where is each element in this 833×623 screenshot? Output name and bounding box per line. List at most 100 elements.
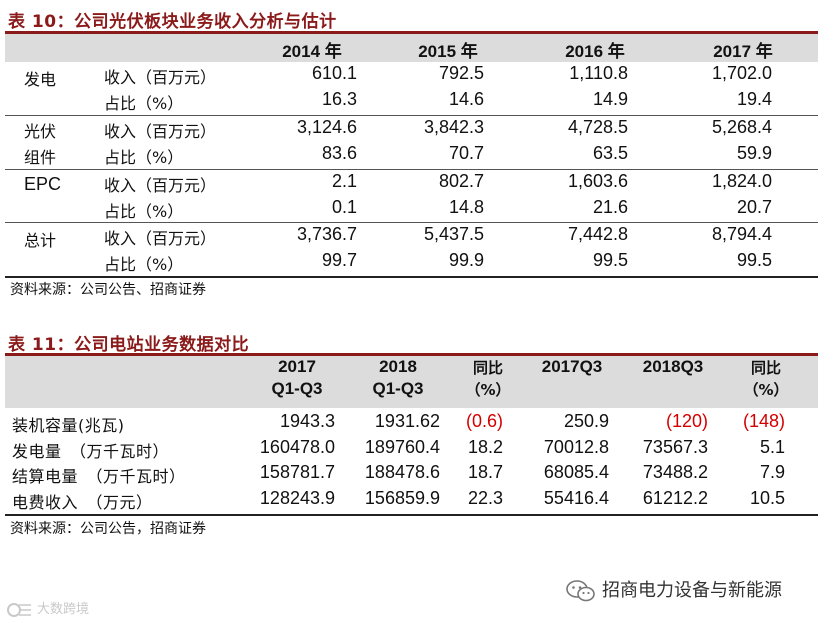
table10-row-label: 收入（百万元） — [104, 122, 217, 141]
table10-value-cell: 3,842.3 — [423, 117, 484, 137]
table10-value-cell: 99.9 — [448, 250, 484, 270]
table11-value-cell: 5.1 — [759, 437, 785, 457]
table10-value-cell: 99.5 — [592, 250, 628, 270]
table11-value-cell: (148) — [742, 411, 785, 431]
table10-bottom-rule — [5, 276, 818, 278]
bottom-left-watermark-text: 大数跨境 — [37, 602, 90, 617]
table11-source: 资料来源：公司公告，招商证券 — [10, 521, 206, 537]
table10-value-cell: 0.1 — [331, 197, 357, 217]
table11-column-header: 2018Q3 — [642, 357, 704, 376]
table10-title-rule — [5, 31, 818, 34]
table10-title: 表 10：公司光伏板块业务收入分析与估计 — [8, 12, 337, 32]
table10-value-cell: 16.3 — [321, 89, 357, 109]
table11-value-cell: 1943.3 — [279, 411, 335, 431]
table11-column-header: Q1-Q3 — [271, 379, 323, 398]
table10-header-row: 2014 年 2015 年 2016 年 2017 年 — [5, 34, 818, 62]
table10-value-cell: 5,437.5 — [423, 224, 484, 244]
table10-row-label: 收入（百万元） — [104, 229, 217, 248]
table10-source: 资料来源：公司公告、招商证券 — [10, 282, 206, 298]
table10-row-label: 收入（百万元） — [104, 68, 217, 87]
table11-value-cell: 160478.0 — [259, 437, 335, 457]
table11-column-header: （%） — [465, 381, 511, 399]
table10-row-label: 占比（%） — [104, 148, 184, 167]
table10-value-cell: 63.5 — [592, 143, 628, 163]
table10-row-label: 占比（%） — [104, 202, 184, 221]
table11-title: 表 11：公司电站业务数据对比 — [8, 335, 250, 355]
table10-value-cell: 99.5 — [736, 250, 772, 270]
table11-row-label: 结算电量 （万千瓦时） — [12, 467, 186, 486]
table10-value-cell: 3,124.6 — [296, 117, 357, 137]
table10-value-cell: 7,442.8 — [567, 224, 628, 244]
table10-group-name: EPC — [24, 174, 62, 194]
table10-value-cell: 3,736.7 — [296, 224, 357, 244]
table10-value-cell: 5,268.4 — [711, 117, 772, 137]
table10-value-cell: 1,110.8 — [569, 63, 628, 83]
table10-group-divider — [5, 222, 818, 223]
table10-value-cell: 14.6 — [448, 89, 484, 109]
table10-group-divider — [5, 115, 818, 116]
table10-value-cell: 99.7 — [321, 250, 357, 270]
table10-year-header: 2014 年 — [282, 42, 342, 61]
table11-row-label: 装机容量(兆瓦) — [12, 416, 125, 435]
table10-value-cell: 1,702.0 — [711, 63, 772, 83]
table11-column-header: 2018 — [379, 357, 417, 376]
table11-value-cell: 70012.8 — [543, 437, 609, 457]
table10-year-header: 2016 年 — [565, 42, 625, 61]
wechat-watermark-text: 招商电力设备与新能源 — [602, 580, 782, 601]
table11-value-cell: 188478.6 — [364, 462, 440, 482]
table11-bottom-rule — [5, 514, 818, 516]
table11-value-cell: 128243.9 — [259, 488, 335, 508]
table11-value-cell: 73488.2 — [642, 462, 708, 482]
table11-value-cell: 156859.9 — [364, 488, 440, 508]
table11-title-rule — [5, 353, 818, 356]
table11-value-cell: 158781.7 — [259, 462, 335, 482]
table10-value-cell: 1,824.0 — [711, 171, 772, 191]
table11-value-cell: 55416.4 — [543, 488, 609, 508]
table11-value-cell: 18.7 — [467, 462, 503, 482]
table11-column-header: Q1-Q3 — [372, 379, 424, 398]
table11-value-cell: 1931.62 — [374, 411, 440, 431]
table11-value-cell: 189760.4 — [364, 437, 440, 457]
table10-value-cell: 14.8 — [448, 197, 484, 217]
table11-value-cell: 61212.2 — [642, 488, 708, 508]
table11-column-header: 同比 — [750, 359, 781, 377]
table10-value-cell: 792.5 — [438, 63, 484, 83]
table10-row-label: 占比（%） — [104, 94, 184, 113]
table10-value-cell: 14.9 — [592, 89, 628, 109]
table10-value-cell: 19.4 — [736, 89, 772, 109]
table10-value-cell: 802.7 — [438, 171, 484, 191]
table11-value-cell: (0.6) — [465, 411, 503, 431]
table11-row-label: 发电量 （万千瓦时） — [12, 442, 170, 461]
table11-column-header: （%） — [743, 381, 789, 399]
table10-year-header: 2017 年 — [713, 42, 773, 61]
table10-row-label: 占比（%） — [104, 255, 184, 274]
table11-row-label: 电费收入 （万元） — [12, 493, 153, 512]
table11-value-cell: 18.2 — [467, 437, 503, 457]
table11-value-cell: 68085.4 — [543, 462, 609, 482]
table10-value-cell: 1,603.6 — [567, 171, 628, 191]
brand-logo-icon — [7, 602, 31, 617]
table11-value-cell: 250.9 — [563, 411, 609, 431]
table10-group-name: 总计 — [24, 231, 57, 250]
table11-value-cell: 22.3 — [467, 488, 503, 508]
table11-column-header: 2017Q3 — [541, 357, 603, 376]
table11-value-cell: 10.5 — [749, 488, 785, 508]
table11-value-cell: 7.9 — [759, 462, 785, 482]
table10-value-cell: 8,794.4 — [711, 224, 772, 244]
table10-value-cell: 20.7 — [736, 197, 772, 217]
table11-value-cell: (120) — [665, 411, 708, 431]
wechat-icon — [566, 580, 595, 602]
table11-column-header: 2017 — [278, 357, 316, 376]
table11-header-row — [5, 356, 818, 408]
table10-value-cell: 83.6 — [321, 143, 357, 163]
table10-group-name: 组件 — [24, 148, 57, 167]
bottom-left-watermark: 大数跨境 — [6, 598, 89, 618]
table10-year-header: 2015 年 — [418, 42, 478, 61]
table10-value-cell: 2.1 — [331, 171, 357, 191]
table10-group-name: 发电 — [24, 70, 57, 89]
wechat-watermark: 招商电力设备与新能源 — [566, 576, 782, 603]
table10-value-cell: 21.6 — [592, 197, 628, 217]
table10-group-name: 光伏 — [24, 122, 57, 141]
table10-value-cell: 610.1 — [311, 63, 357, 83]
table10-group-divider — [5, 169, 818, 170]
